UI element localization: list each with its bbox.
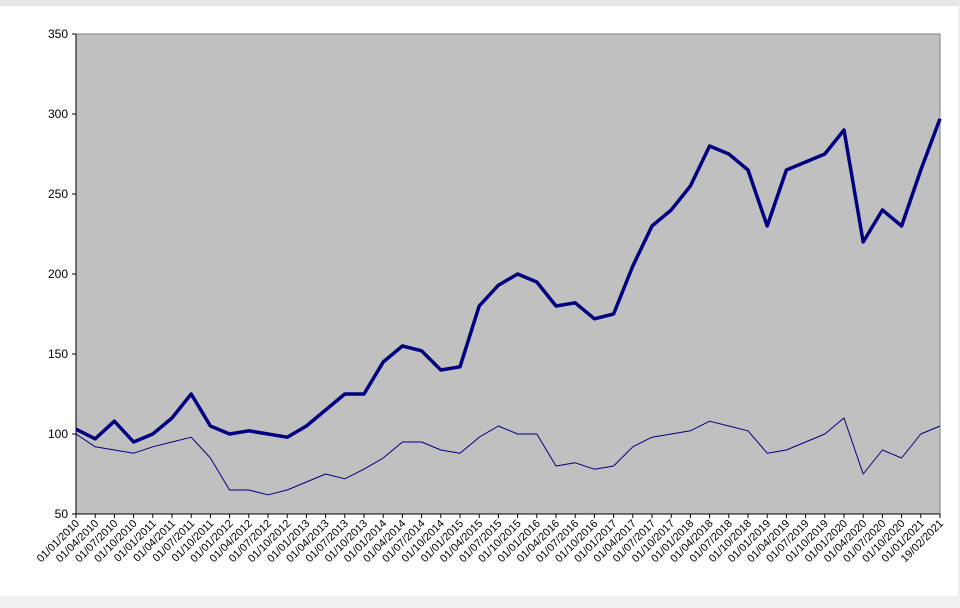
series-line (75, 118, 942, 444)
y-tick-label: 350 (48, 27, 68, 41)
series-line (75, 417, 941, 496)
y-tick-label: 50 (55, 507, 69, 521)
y-tick-label: 100 (48, 427, 68, 441)
top-bar (0, 0, 960, 6)
plot-area (75, 33, 941, 515)
y-tick-label: 300 (48, 107, 68, 121)
y-tick-label: 200 (48, 267, 68, 281)
y-tick-label: 150 (48, 347, 68, 361)
y-tick-label: 250 (48, 187, 68, 201)
